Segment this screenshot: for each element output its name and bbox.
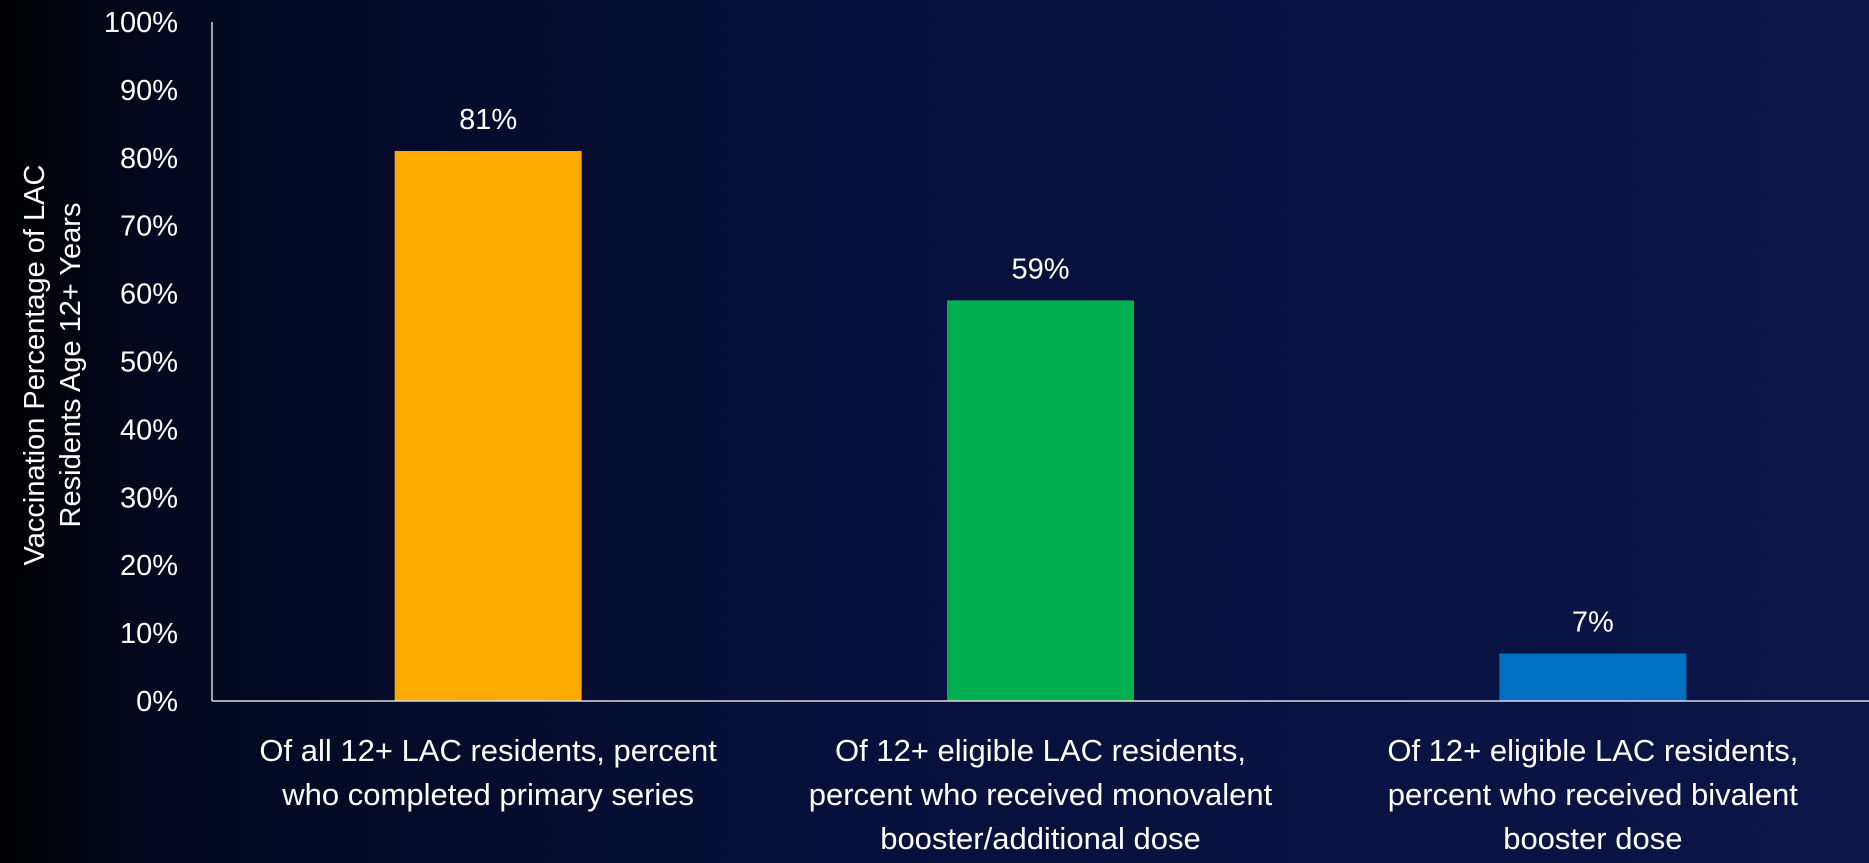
category-label-line: booster dose [1503,821,1682,856]
y-axis-ticks: 0% 10% 20% 30% 40% 50% 60% 70% 80% 90% 100% [104,7,178,718]
category-label: Of 12+ eligible LAC residents, percent wh… [1387,733,1798,856]
y-tick-label: 70% [120,211,178,243]
data-labels-group: 81% 59% 7% [459,104,1614,638]
category-label-line: Of all 12+ LAC residents, percent [259,733,717,768]
y-tick-label: 30% [120,482,178,514]
y-tick-label: 50% [120,347,178,379]
bar [394,151,582,701]
y-axis-title-line: Residents Age 12+ Years [55,203,87,528]
category-label-line: who completed primary series [281,777,694,812]
bars-group [394,151,1687,701]
category-label-line: percent who received bivalent [1388,777,1799,812]
category-label: Of 12+ eligible LAC residents, percent wh… [809,733,1273,856]
y-tick-label: 90% [120,75,178,107]
y-tick-label: 80% [120,143,178,175]
y-axis-title-line: Vaccination Percentage of LAC [19,165,51,566]
category-label-line: Of 12+ eligible LAC residents, [835,733,1246,768]
y-tick-label: 20% [120,550,178,582]
category-label-line: percent who received monovalent [809,777,1273,812]
y-axis-title: Vaccination Percentage of LAC Residents A… [19,165,87,566]
data-label: 81% [459,104,517,136]
y-tick-label: 0% [136,686,178,718]
bar [947,300,1134,701]
x-axis-ticks: Of all 12+ LAC residents, percent who com… [259,733,1798,856]
category-label-line: booster/additional dose [880,821,1201,856]
bar [1499,653,1687,701]
y-tick-label: 10% [120,618,178,650]
category-label: Of all 12+ LAC residents, percent who com… [259,733,717,812]
category-label-line: Of 12+ eligible LAC residents, [1387,733,1798,768]
y-tick-label: 60% [120,279,178,311]
y-tick-label: 40% [120,414,178,446]
y-axis-label: Vaccination Percentage of LAC Residents A… [19,165,87,566]
y-tick-label: 100% [104,7,178,39]
data-label: 7% [1572,606,1614,638]
data-label: 59% [1011,253,1069,285]
